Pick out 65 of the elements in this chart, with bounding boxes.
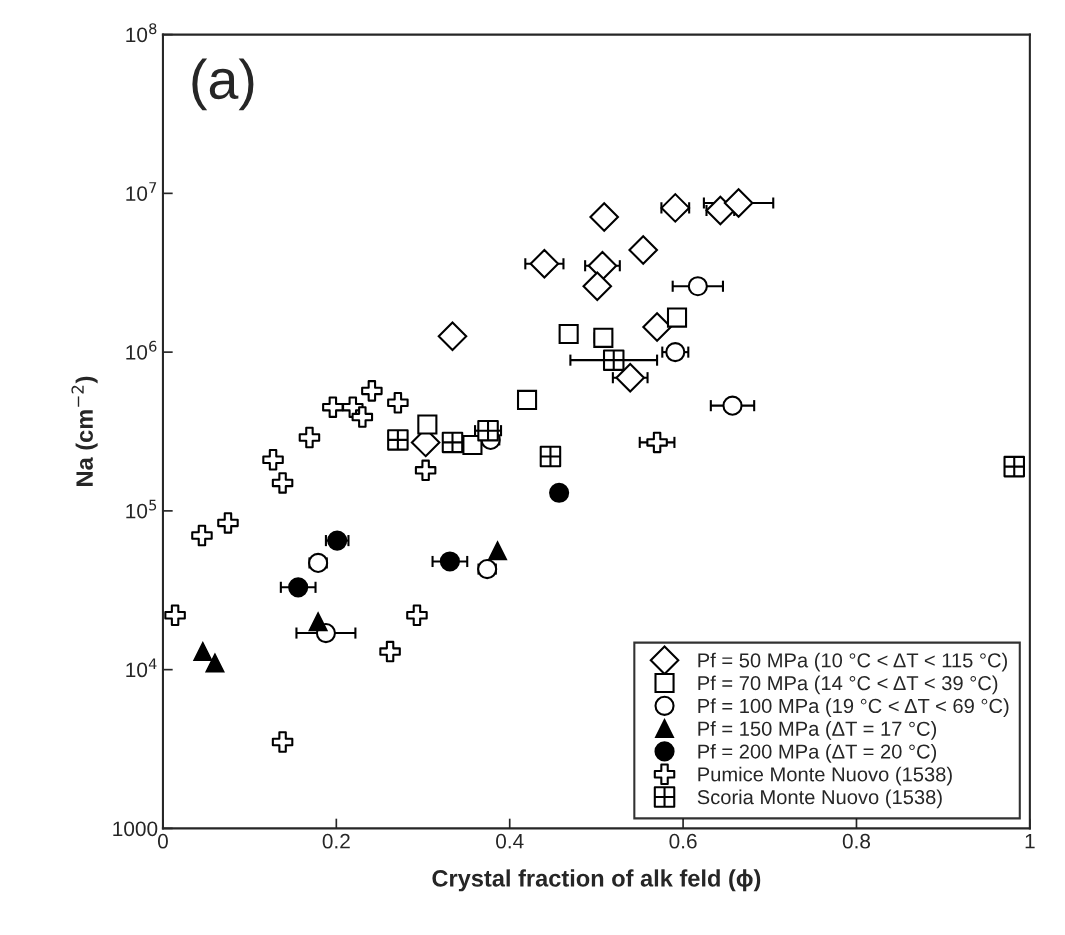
legend-label: Pf = 150 MPa (ΔT = 17 °C): [698, 721, 937, 740]
point: [406, 604, 428, 627]
point: [308, 612, 328, 632]
y-tick-label: 10$^{6}$: [126, 340, 157, 360]
point: [414, 459, 437, 482]
y-tick-label: 10$^{4}$: [126, 658, 157, 678]
point: [665, 342, 686, 363]
point: [193, 642, 213, 661]
point: [351, 406, 374, 428]
x-tick-label: 0.6: [669, 833, 697, 849]
x-tick-label: 0.2: [322, 833, 350, 849]
point: [387, 429, 409, 451]
point: [705, 195, 736, 226]
point: [587, 250, 618, 281]
point: [558, 323, 579, 345]
x-tick-label: 0: [157, 833, 168, 849]
point: [164, 604, 186, 627]
point: [417, 414, 438, 435]
point: [488, 541, 507, 561]
legend-label: Pf = 200 MPa (ΔT = 20 °C): [698, 743, 937, 763]
legend-label: Pf = 50 MPa (10 °C < ΔT < 115 °C): [698, 652, 1007, 672]
x-tick-label: 0.8: [842, 833, 871, 849]
point: [1003, 455, 1026, 478]
point: [516, 389, 538, 410]
point: [361, 380, 383, 402]
x-tick-label: 0.4: [496, 833, 524, 849]
point: [437, 321, 468, 351]
y-tick-label: 10$^{7}$: [126, 182, 157, 201]
point: [660, 193, 691, 223]
point: [191, 524, 213, 547]
y-tick-label: 10$^{8}$: [126, 23, 157, 43]
legend-label: Pumice Monte Nuovo (1538): [698, 766, 952, 786]
point: [615, 362, 645, 393]
x-axis-title: Crystal fraction of alk feld (ϕ): [432, 869, 761, 892]
legend-label: Pf = 70 MPa (14 °C < ΔT < 39 °C): [698, 675, 998, 695]
point: [271, 731, 294, 753]
point: [387, 391, 409, 414]
point: [722, 395, 743, 416]
point: [723, 188, 754, 218]
point: [529, 249, 560, 279]
legend-label: Scoria Monte Nuovo (1538): [697, 789, 942, 809]
point: [602, 349, 625, 371]
point: [666, 307, 688, 328]
point: [687, 276, 708, 297]
point: [549, 482, 570, 503]
point: [262, 448, 284, 471]
point: [205, 653, 225, 673]
point: [642, 312, 672, 342]
point: [271, 472, 294, 494]
y-tick-label: 10$^{5}$: [126, 499, 157, 519]
point: [379, 640, 401, 663]
point: [628, 235, 658, 265]
point: [298, 426, 321, 449]
x-tick-label: 1: [1025, 834, 1035, 849]
y-tick-label: 1000: [113, 821, 158, 837]
point: [322, 396, 344, 418]
annotation: (a): [192, 58, 254, 111]
point: [582, 271, 613, 302]
point: [288, 577, 309, 598]
point: [646, 431, 668, 454]
point: [217, 512, 239, 534]
point: [589, 202, 619, 232]
point: [439, 551, 460, 572]
legend-label: Pf = 100 MPa (19 °C < ΔT < 69 °C): [698, 698, 1009, 718]
y-axis-title: Na (cm$^{−2}$): [71, 376, 98, 486]
